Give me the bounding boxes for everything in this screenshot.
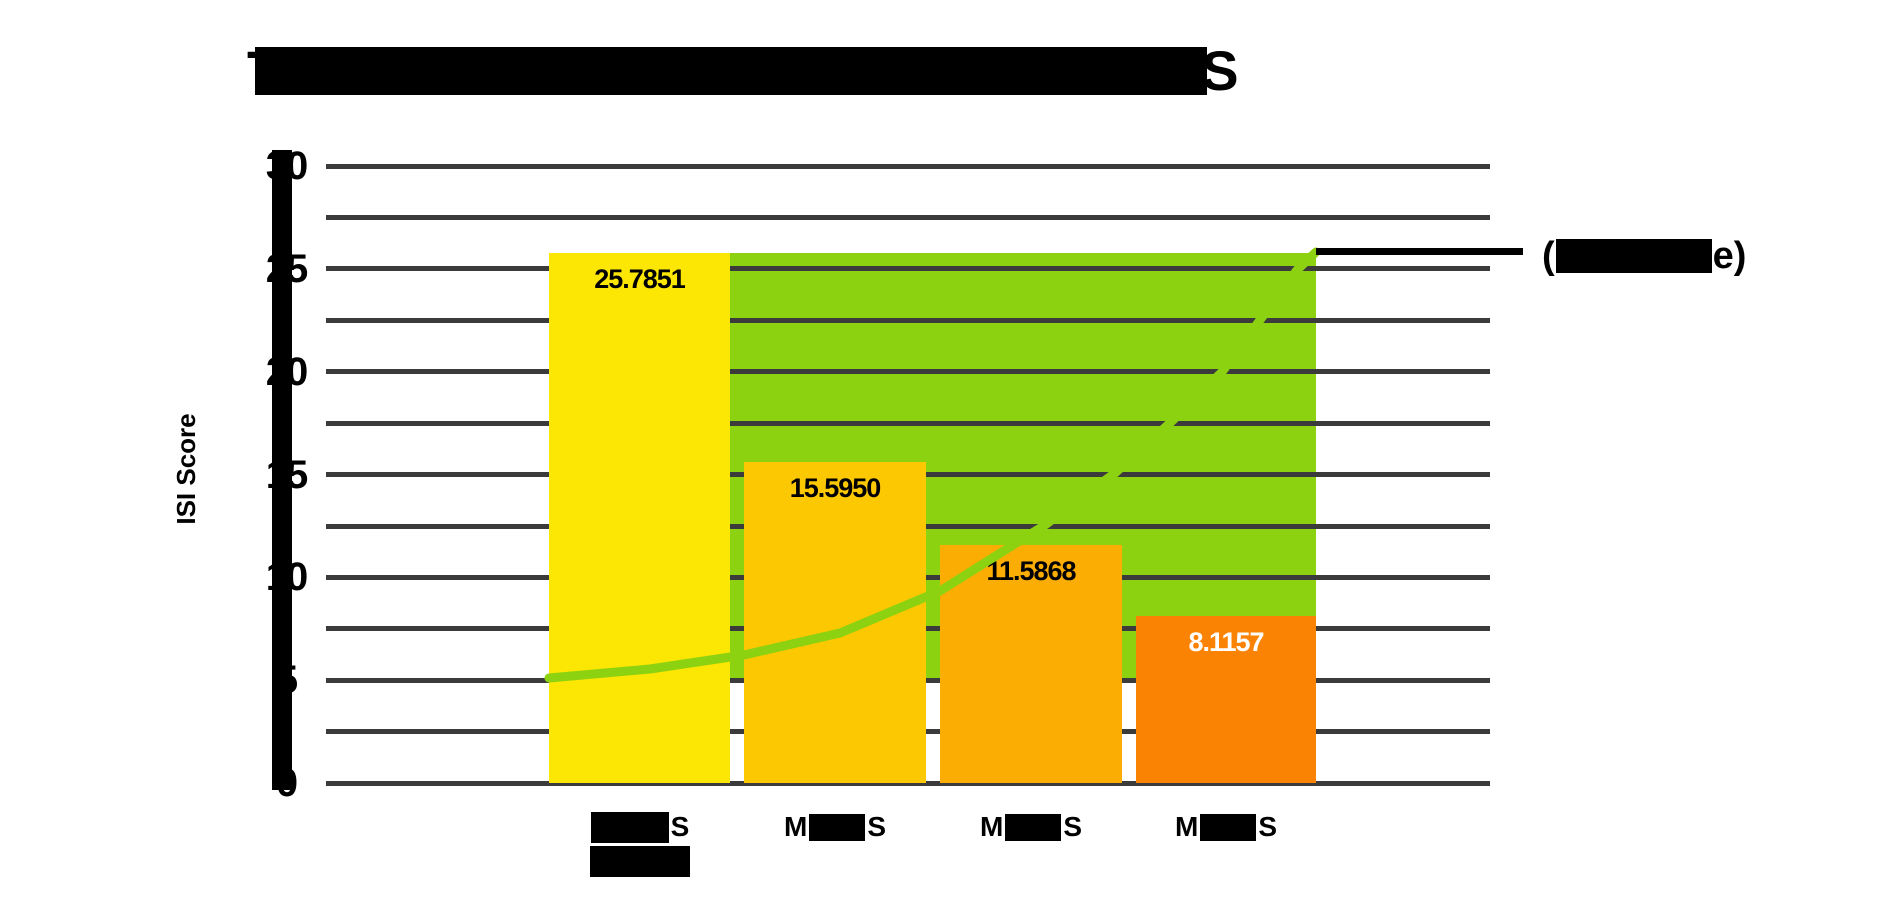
bar-value-label-4: 8.1157 — [1188, 627, 1264, 657]
gridline-25 — [326, 266, 1490, 271]
bar-timepoint-1: 25.7851 — [549, 253, 730, 783]
bar-value-label-3: 11.5868 — [986, 556, 1076, 586]
redacted-title-bar — [255, 47, 1208, 95]
x-label-2-visible-start: M — [783, 811, 808, 842]
annotation-visible-start: ( — [1542, 234, 1555, 277]
redacted-x-label-2 — [809, 813, 866, 841]
x-label-1-visible-end: S — [670, 811, 690, 842]
gridline-22-5 — [326, 318, 1490, 323]
redacted-x-label-4 — [1200, 813, 1257, 841]
x-label-2: M S — [783, 810, 887, 844]
x-label-4-visible-start: M — [1174, 811, 1199, 842]
x-label-3: M S — [979, 810, 1083, 844]
x-label-1-line-2 — [588, 846, 692, 877]
x-label-3-visible-end: S — [1063, 811, 1082, 842]
gridline-0-baseline — [326, 781, 1490, 786]
x-label-2-visible-end: S — [867, 811, 886, 842]
gridline-30 — [326, 164, 1490, 169]
redacted-x-label-1-line-2 — [590, 846, 690, 877]
x-label-3-visible-start: M — [979, 811, 1004, 842]
annotation-leader-line — [1316, 248, 1523, 255]
bar-value-label-2: 15.5950 — [789, 473, 882, 503]
annotation: ( e) — [1542, 235, 1746, 277]
bar-value-label-1: 25.7851 — [594, 264, 686, 294]
y-axis-line — [272, 150, 292, 790]
title-visible-end-letter: S — [1201, 39, 1239, 102]
chart-title: T S — [247, 39, 1239, 102]
redacted-x-label-1 — [590, 811, 669, 843]
y-axis-title: ISI Score — [171, 413, 201, 525]
bar-timepoint-4: 8.1157 — [1136, 616, 1316, 783]
redacted-x-label-3 — [1005, 813, 1062, 841]
annotation-visible-end: e) — [1712, 234, 1747, 277]
redacted-annotation-text — [1555, 239, 1712, 273]
gridline-27-5 — [326, 215, 1490, 220]
x-label-1: S — [588, 810, 692, 844]
bar-timepoint-2: 15.5950 — [744, 462, 926, 783]
gridline-20 — [326, 369, 1490, 374]
x-label-4-visible-end: S — [1258, 811, 1277, 842]
bar-timepoint-3: 11.5868 — [940, 545, 1122, 783]
gridline-17-5 — [326, 421, 1490, 426]
x-label-4: M S — [1174, 810, 1278, 844]
